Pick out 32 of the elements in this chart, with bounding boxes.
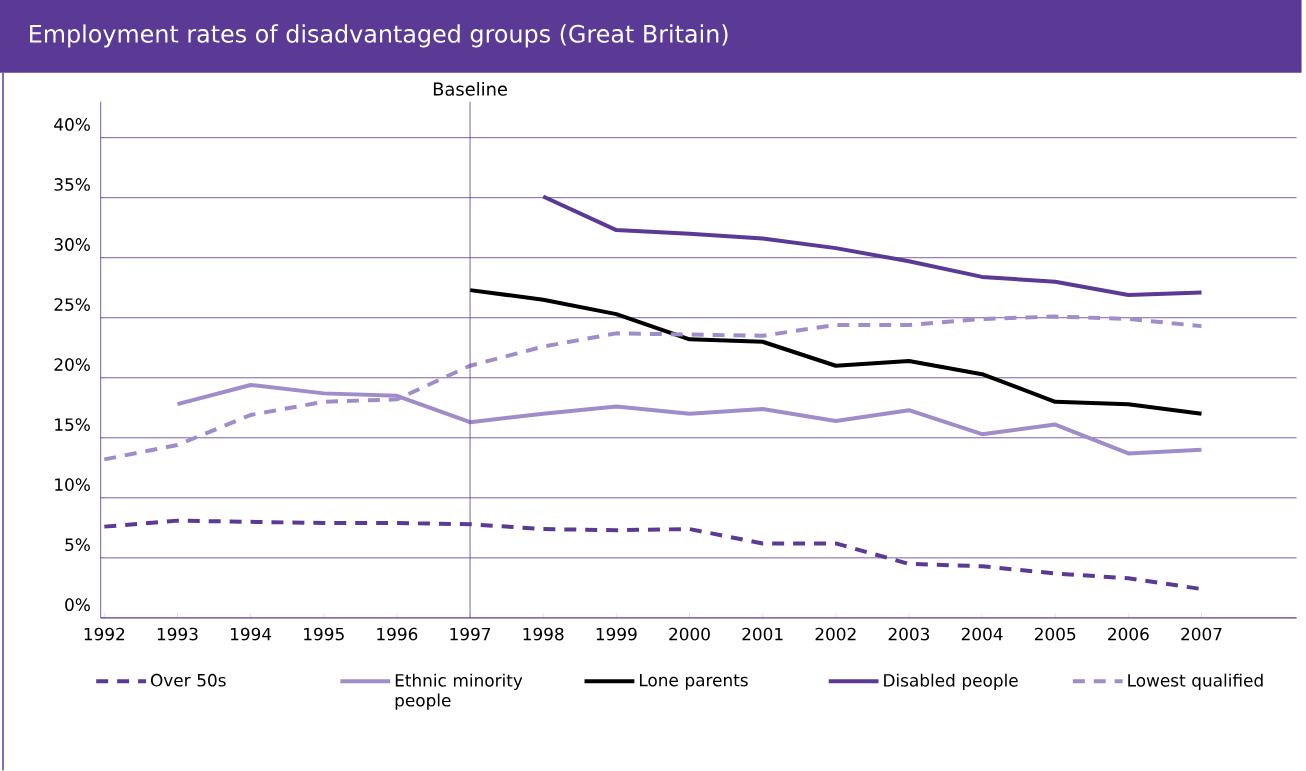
x-tick-label: 1999 <box>596 627 637 641</box>
x-tick-label: 2003 <box>888 627 930 641</box>
x-tick-label: 2001 <box>742 627 783 641</box>
x-tick-label: 2004 <box>961 627 1003 641</box>
y-tick-label: 5% <box>65 538 90 551</box>
legend-label: Lowest qualified <box>1128 673 1263 690</box>
x-tick-label: 1992 <box>84 627 125 641</box>
y-tick-label: 40% <box>54 118 90 131</box>
x-tick-label: 1994 <box>230 627 272 641</box>
x-tick-label: 1993 <box>157 627 198 641</box>
y-tick-label: 20% <box>54 358 90 371</box>
legend-label: Lone parents <box>639 673 748 690</box>
x-tick-label: 2007 <box>1181 627 1222 641</box>
legend-label: Disabled people <box>884 673 1018 690</box>
y-tick-label: 15% <box>55 418 90 431</box>
y-tick-label: 10% <box>55 478 90 491</box>
x-tick-label: 1995 <box>304 627 344 641</box>
legend-label: Over 50s <box>150 673 226 687</box>
legend-label: Ethnic minority people <box>395 673 523 710</box>
x-tick-label: 2002 <box>815 627 856 641</box>
chart-title: Employment rates of disadvantaged groups (Great Britain) <box>30 24 728 48</box>
y-tick-label: 30% <box>54 238 90 251</box>
y-tick-label: 35% <box>54 178 90 191</box>
y-tick-label: 0% <box>65 598 90 612</box>
x-tick-label: 2006 <box>1108 627 1149 641</box>
ref-line-label: Baseline <box>433 81 507 96</box>
y-tick-label: 25% <box>54 298 90 311</box>
x-tick-label: 1998 <box>523 627 564 641</box>
x-tick-label: 2000 <box>669 627 710 641</box>
x-tick-label: 1997 <box>450 627 491 641</box>
x-tick-label: 2005 <box>1034 627 1076 641</box>
x-tick-label: 1996 <box>377 627 418 641</box>
